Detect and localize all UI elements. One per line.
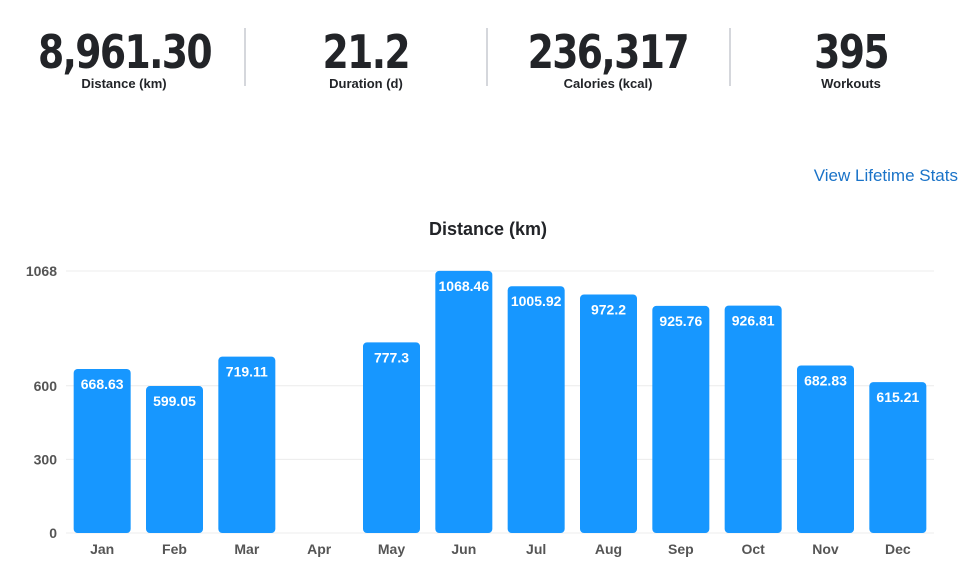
stat-label: Duration (d) — [329, 76, 403, 91]
bar-dec — [869, 382, 927, 533]
stat-label: Calories (kcal) — [563, 76, 653, 91]
x-tick-label: Feb — [162, 541, 187, 557]
bar-nov — [797, 365, 854, 533]
stat-value: 395 — [814, 25, 889, 79]
x-tick-label: Nov — [812, 541, 839, 557]
data-label: 719.11 — [226, 364, 268, 380]
stat-label: Distance (km) — [81, 76, 167, 91]
y-tick-label: 0 — [49, 525, 57, 541]
data-label: 972.2 — [591, 302, 626, 318]
x-tick-label: Aug — [595, 541, 622, 557]
y-tick-label: 300 — [34, 451, 58, 467]
stat-calories: 236,317 Calories (kcal) — [488, 26, 728, 92]
bar-oct — [724, 305, 782, 533]
x-tick-label: Jun — [451, 541, 476, 557]
divider — [729, 28, 731, 86]
stat-value: 21.2 — [322, 25, 411, 79]
bar-mar — [218, 356, 276, 533]
x-tick-label: Sep — [668, 541, 694, 557]
stat-duration: 21.2 Duration (d) — [246, 26, 486, 92]
y-tick-label: 600 — [34, 378, 58, 394]
bar-jan — [73, 368, 131, 533]
divider — [244, 28, 246, 86]
data-label: 926.81 — [732, 313, 775, 329]
x-tick-label: Oct — [741, 541, 765, 557]
x-tick-label: Mar — [234, 541, 259, 557]
x-tick-label: Jul — [526, 541, 546, 557]
y-tick-label: 1068 — [26, 263, 57, 279]
data-label: 599.05 — [153, 393, 196, 409]
bar-may — [363, 342, 420, 533]
bar-sep — [652, 305, 710, 533]
data-label: 682.83 — [804, 372, 847, 388]
stat-label: Workouts — [821, 76, 881, 91]
bar-jun — [435, 270, 493, 533]
view-lifetime-stats-link[interactable]: View Lifetime Stats — [813, 166, 958, 185]
data-label: 925.76 — [659, 313, 702, 329]
data-label: 615.21 — [876, 389, 919, 405]
data-label: 777.3 — [374, 349, 409, 365]
stat-workouts: 395 Workouts — [731, 26, 967, 92]
bar-jul — [507, 286, 565, 533]
x-tick-label: Apr — [307, 541, 332, 557]
x-tick-label: May — [378, 541, 405, 557]
stat-distance: 8,961.30 Distance (km) — [4, 26, 244, 92]
x-tick-label: Jan — [90, 541, 114, 557]
data-label: 668.63 — [81, 376, 124, 392]
x-tick-label: Dec — [885, 541, 911, 557]
bar-feb — [146, 386, 203, 533]
stat-value: 8,961.30 — [37, 25, 212, 79]
data-label: 1068.46 — [439, 278, 490, 294]
divider — [486, 28, 488, 86]
stat-value: 236,317 — [527, 25, 690, 79]
bar-aug — [580, 294, 637, 533]
data-label: 1005.92 — [511, 293, 562, 309]
chart-title: Distance (km) — [429, 219, 547, 239]
